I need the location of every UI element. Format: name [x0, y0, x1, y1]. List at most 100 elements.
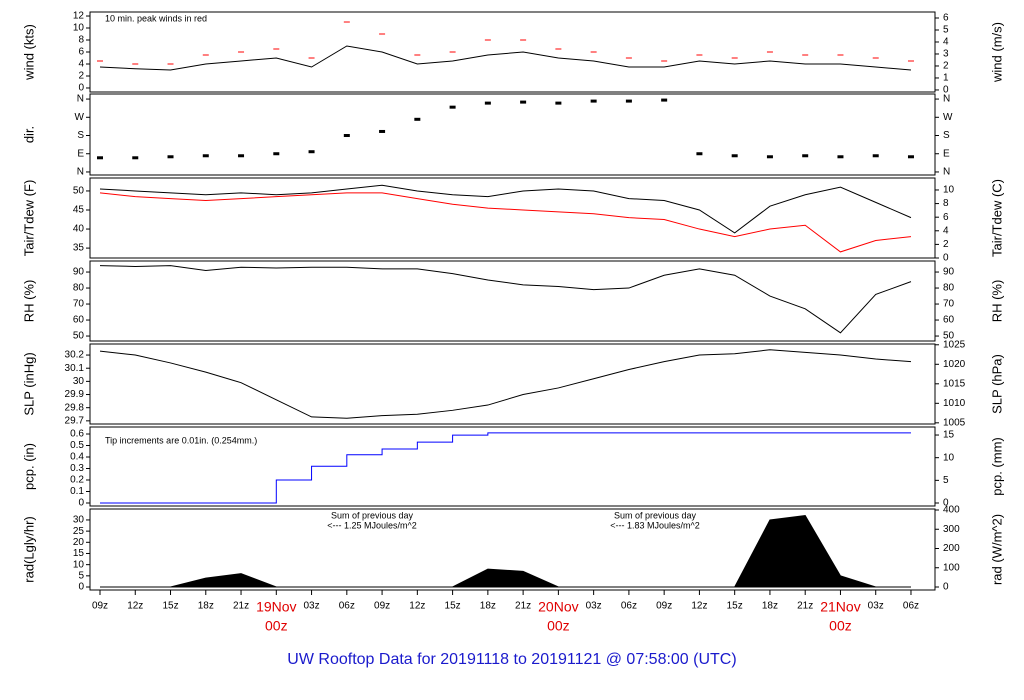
y2-tick-label: 8 [943, 198, 949, 209]
x-tick-label: 03z [586, 601, 602, 612]
y-tick-label: 25 [73, 526, 85, 537]
y-tick-label: 29.9 [65, 389, 85, 400]
y-tick-label: 60 [73, 315, 85, 326]
x-tick-label: 15z [162, 601, 178, 612]
y-tick-label: 50 [73, 186, 85, 197]
x-tick-label: 12z [409, 601, 425, 612]
y2-tick-label: S [943, 130, 950, 141]
y2-tick-label: 60 [943, 315, 955, 326]
dir-point [273, 152, 280, 156]
y2-tick-label: 80 [943, 283, 955, 294]
x-tick-label: 12z [691, 601, 707, 612]
day-label: 19Nov [256, 599, 296, 615]
line [100, 432, 911, 504]
x-tick-label: 15z [727, 601, 743, 612]
y-tick-label: 8 [78, 35, 84, 46]
dir-point [414, 117, 421, 121]
y2-tick-label: 1 [943, 73, 949, 84]
x-tick-label: 12z [127, 601, 143, 612]
y-tick-label: 10 [73, 23, 85, 34]
dir-point [167, 155, 174, 159]
y-axis-label: pcp. (in) [21, 443, 36, 490]
y2-tick-label: 4 [943, 37, 949, 48]
dir-point [625, 99, 632, 103]
annotation: <--- 1.25 MJoules/m^2 [327, 520, 417, 530]
line [99, 349, 912, 419]
x-tick-label: 18z [198, 601, 214, 612]
dir-point [484, 101, 491, 105]
y-tick-label: 30.2 [65, 350, 85, 361]
y2-tick-label: 5 [943, 475, 949, 486]
y2-tick-label: 6 [943, 212, 949, 223]
y-axis-label: wind (kts) [21, 24, 36, 81]
panel-frame [89, 426, 936, 507]
y2-tick-label: 0 [943, 582, 949, 593]
annotation: <--- 1.83 MJoules/m^2 [610, 520, 700, 530]
panel-frame [89, 93, 936, 176]
y-tick-label: 0.6 [70, 429, 84, 440]
y-tick-label: 0 [78, 582, 84, 593]
area [100, 514, 911, 588]
y2-tick-label: 1025 [943, 339, 966, 350]
x-tick-label: 09z [374, 601, 390, 612]
y-tick-label: 10 [73, 559, 85, 570]
annotation: Tip increments are 0.01in. (0.254mm.) [105, 435, 257, 445]
y2-tick-label: 6 [943, 13, 949, 24]
y-tick-label: 5 [78, 570, 84, 581]
y-tick-label: 29.8 [65, 402, 85, 413]
dir-point [872, 154, 879, 158]
annotation: Sum of previous day [614, 510, 697, 520]
y-tick-label: 80 [73, 283, 85, 294]
annotation: 10 min. peak winds in red [105, 13, 207, 23]
y2-tick-label: E [943, 148, 950, 159]
chart-title: UW Rooftop Data for 20191118 to 20191121… [287, 651, 736, 668]
dir-point [343, 134, 350, 138]
dir-point [590, 99, 597, 103]
panel-frame [89, 260, 936, 342]
y-tick-label: 15 [73, 548, 85, 559]
x-tick-label: 21z [233, 601, 249, 612]
annotation: Sum of previous day [331, 510, 414, 520]
y2-tick-label: 15 [943, 430, 955, 441]
y2-axis-label: RH (%) [989, 280, 1004, 323]
y-tick-label: 0 [78, 498, 84, 509]
y-tick-label: 35 [73, 243, 85, 254]
y2-tick-label: 1010 [943, 398, 966, 409]
y-tick-label: E [77, 148, 84, 159]
day-label: 20Nov [538, 599, 578, 615]
x-tick-label: 21z [515, 601, 531, 612]
y2-tick-label: 200 [943, 543, 960, 554]
line [99, 184, 912, 234]
y-tick-label: 70 [73, 299, 85, 310]
y2-axis-label: pcp. (mm) [989, 437, 1004, 496]
y-axis-label: dir. [21, 126, 36, 143]
y-tick-label: 50 [73, 331, 85, 342]
y2-axis-label: rad (W/m^2) [989, 514, 1004, 585]
y2-tick-label: 70 [943, 299, 955, 310]
y2-tick-label: 0 [943, 85, 949, 96]
dir-point [379, 129, 386, 133]
y2-tick-label: 50 [943, 331, 955, 342]
y2-tick-label: 5 [943, 25, 949, 36]
y2-tick-label: 2 [943, 61, 949, 72]
line [99, 192, 912, 253]
dir-point [766, 155, 773, 159]
y-tick-label: 6 [78, 47, 84, 58]
y2-tick-label: 400 [943, 505, 960, 516]
y-tick-label: 0.3 [70, 463, 84, 474]
panel-frame [89, 177, 936, 259]
x-tick-label: 09z [656, 601, 672, 612]
y-tick-label: 20 [73, 537, 85, 548]
dir-point [802, 154, 809, 158]
x-tick-label: 00z [829, 618, 852, 634]
y2-tick-label: 1020 [943, 359, 966, 370]
y-tick-label: 0.1 [70, 486, 84, 497]
y-tick-label: 45 [73, 205, 85, 216]
y2-axis-label: SLP (hPa) [989, 354, 1004, 414]
x-tick-label: 09z [92, 601, 108, 612]
x-tick-label: 18z [762, 601, 778, 612]
y-tick-label: 0 [78, 83, 84, 94]
dir-point [555, 101, 562, 105]
x-tick-label: 21z [797, 601, 813, 612]
